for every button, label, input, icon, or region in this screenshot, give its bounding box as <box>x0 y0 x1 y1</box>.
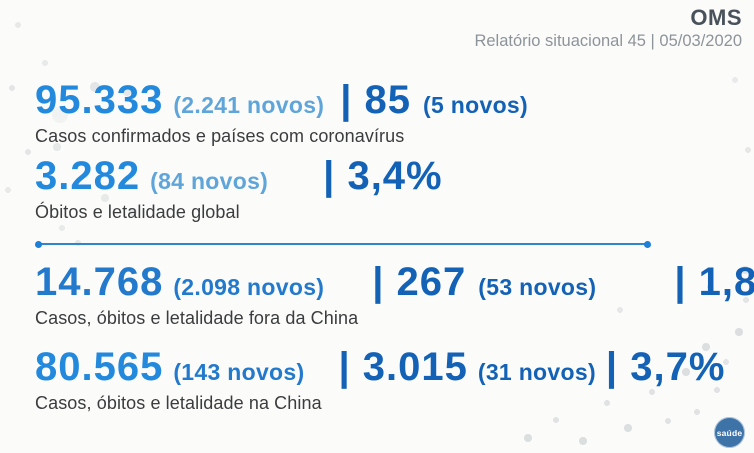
stat-label-global-deaths: Óbitos e letalidade global <box>35 202 240 222</box>
stat-outside-china: 14.768 (2.098 novos) | 267 (53 novos) | … <box>35 260 754 329</box>
global-cases-new: (2.241 novos) <box>173 92 325 118</box>
saude-logo-text: saúde <box>716 427 743 438</box>
slide-header: OMS Relatório situacional 45 | 05/03/202… <box>474 6 742 52</box>
stat-label-outside-china: Casos, óbitos e letalidade fora da China <box>35 308 359 328</box>
outside-china-cases-new: (2.098 novos) <box>173 274 325 300</box>
china-deaths-value: | 3.015 <box>338 345 468 389</box>
global-deaths-new: (84 novos) <box>150 168 269 194</box>
report-subtitle: Relatório situacional 45 | 05/03/2020 <box>474 32 742 50</box>
countries-value: | 85 <box>340 78 412 122</box>
china-cases-value: 80.565 <box>35 345 164 389</box>
global-lethality-value: | 3,4% <box>323 154 443 198</box>
stat-values-line: 3.282 (84 novos) | 3,4% <box>35 156 744 201</box>
countries-new: (5 novos) <box>423 92 528 118</box>
divider-line <box>35 240 651 248</box>
stat-values-line: 80.565 (143 novos) | 3.015 (31 novos) | … <box>35 347 744 392</box>
stat-global-cases-countries: 95.333 (2.241 novos) | 85 (5 novos) Caso… <box>35 80 744 147</box>
china-deaths-new: (31 novos) <box>477 359 596 385</box>
stat-values-line: 14.768 (2.098 novos) | 267 (53 novos) | … <box>35 260 754 307</box>
org-title: OMS <box>690 5 742 30</box>
stat-china: 80.565 (143 novos) | 3.015 (31 novos) | … <box>35 347 744 414</box>
outside-china-cases-value: 14.768 <box>35 260 164 304</box>
stat-values-line: 95.333 (2.241 novos) | 85 (5 novos) <box>35 80 744 125</box>
outside-china-lethality-value: | 1,8% <box>674 260 754 304</box>
stat-global-deaths-lethality: 3.282 (84 novos) | 3,4% Óbitos e letalid… <box>35 156 744 223</box>
outside-china-deaths-value: | 267 <box>372 260 467 304</box>
global-deaths-value: 3.282 <box>35 154 141 198</box>
saude-logo: saúde <box>714 417 745 448</box>
china-lethality-value: | 3,7% <box>605 345 726 389</box>
stat-label-china: Casos, óbitos e letalidade na China <box>35 393 322 413</box>
stat-label-global-cases: Casos confirmados e países com coronavír… <box>35 126 405 146</box>
china-cases-new: (143 novos) <box>173 359 305 385</box>
global-cases-value: 95.333 <box>35 78 164 122</box>
outside-china-deaths-new: (53 novos) <box>478 274 597 300</box>
